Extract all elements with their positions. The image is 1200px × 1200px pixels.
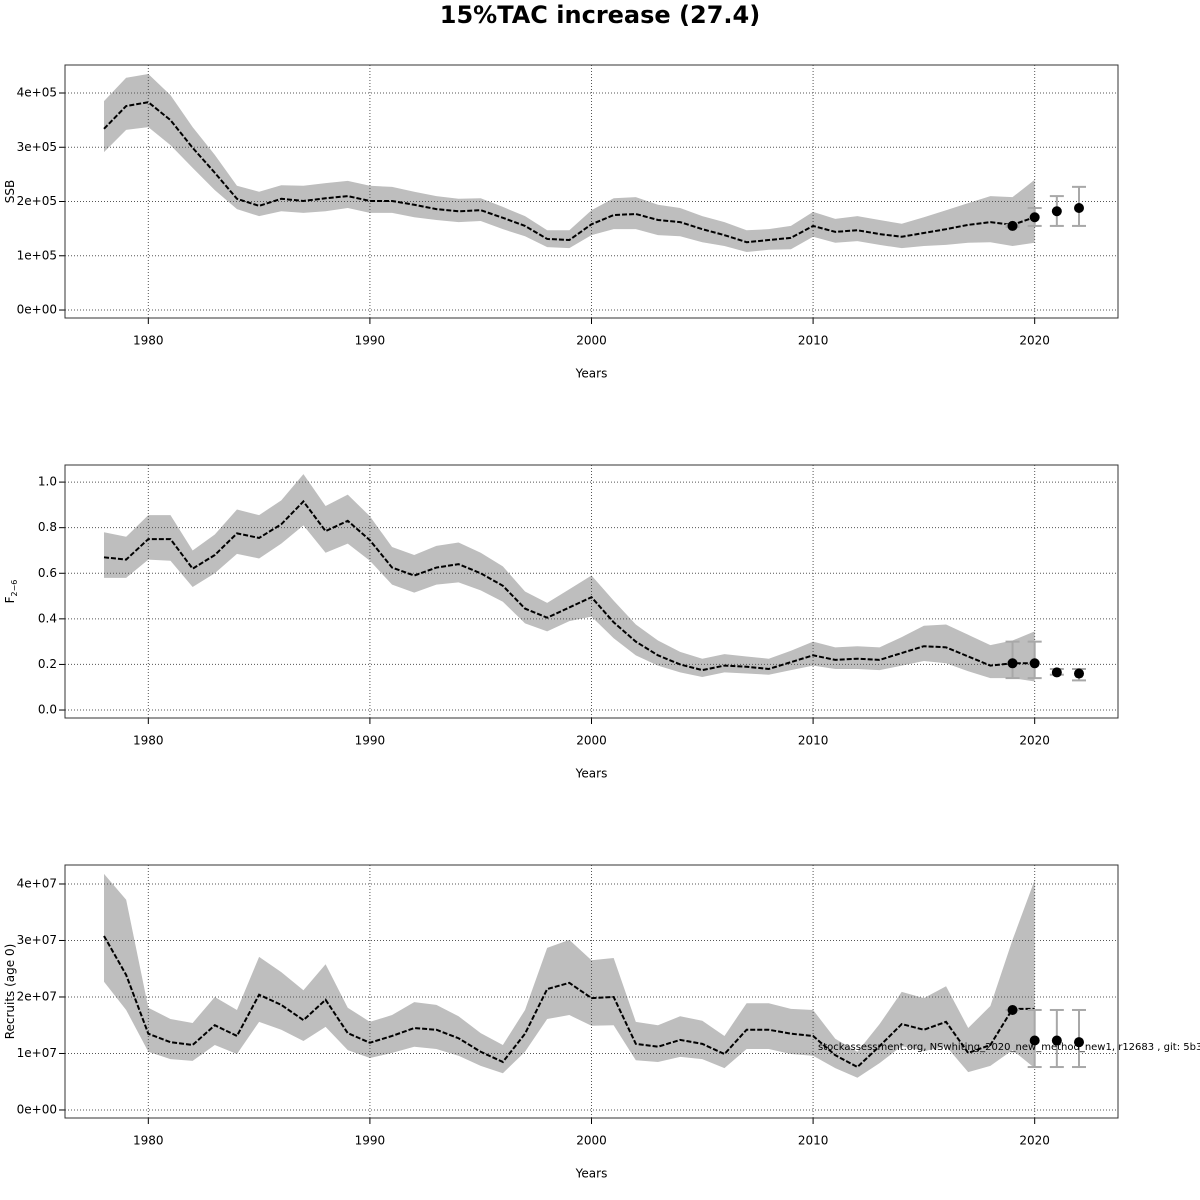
- x-tick-label: 1990: [355, 734, 386, 748]
- y-axis-label-subscript: 2−6: [10, 580, 19, 597]
- y-tick-label: 0.4: [38, 611, 57, 625]
- y-tick-label: 2e+07: [17, 989, 57, 1003]
- y-tick-label: 0e+00: [17, 303, 57, 317]
- forecast-point: [1051, 667, 1062, 678]
- chart-title: 15%TAC increase (27.4): [440, 1, 760, 29]
- y-axis-label: Recruits (age 0): [3, 944, 17, 1040]
- x-tick-label: 1990: [355, 1134, 386, 1148]
- y-axis-label-main: F: [3, 596, 17, 603]
- forecast-point: [1029, 212, 1040, 223]
- x-tick-label: 2000: [576, 1134, 607, 1148]
- forecast-point: [1029, 658, 1040, 669]
- forecast-point: [1074, 203, 1084, 214]
- forecast-point: [1051, 1035, 1062, 1046]
- x-tick-label: 2020: [1019, 734, 1050, 748]
- confidence-band: [104, 873, 1035, 1078]
- forecast-point: [1074, 668, 1084, 679]
- x-tick-label: 2010: [798, 1134, 829, 1148]
- x-tick-label: 1990: [355, 334, 386, 348]
- x-tick-label: 1980: [133, 734, 164, 748]
- x-axis-label: Years: [575, 1167, 608, 1181]
- y-tick-label: 0.8: [38, 520, 57, 534]
- plot-frame: [64, 864, 1119, 1119]
- x-tick-label: 2000: [576, 334, 607, 348]
- x-axis-label: Years: [575, 767, 608, 781]
- x-tick-label: 2000: [576, 734, 607, 748]
- x-tick-label: 1980: [133, 334, 164, 348]
- estimate-line: [103, 935, 1035, 1069]
- y-tick-label: 3e+05: [17, 140, 57, 154]
- plot-frame: [64, 464, 1119, 719]
- y-tick-label: 1e+07: [17, 1046, 57, 1060]
- forecast-point: [1007, 1004, 1018, 1015]
- confidence-band: [104, 74, 1035, 252]
- y-axis-label: SSB: [3, 180, 17, 203]
- x-tick-label: 2010: [798, 734, 829, 748]
- y-tick-label: 0e+00: [17, 1102, 57, 1116]
- plot-frame: [64, 64, 1119, 319]
- x-axis-label: Years: [575, 367, 608, 381]
- x-tick-label: 2020: [1019, 334, 1050, 348]
- y-tick-label: 0.0: [38, 703, 57, 717]
- y-tick-label: 1.0: [38, 475, 57, 489]
- panel: 1980 1990 2000 2010 2020 0.0 0.2 0.4 0.6 0.8 1.0 Ye…: [3, 464, 1119, 781]
- confidence-band: [104, 474, 1035, 682]
- forecast-point: [1074, 1037, 1084, 1048]
- x-tick-label: 2010: [798, 334, 829, 348]
- y-tick-label: 0.6: [38, 566, 57, 580]
- y-tick-label: 4e+05: [17, 85, 57, 99]
- forecast-point: [1051, 206, 1062, 217]
- forecast-point: [1029, 1035, 1040, 1046]
- y-tick-label: 1e+05: [17, 248, 57, 262]
- y-tick-label: 4e+07: [17, 876, 57, 890]
- annotation: stockassessment.org, NSwhiting_2020_new_…: [818, 1042, 1200, 1053]
- panel: 1980 1990 2000 2010 2020 0e+00 1e+07 2e+07 3e+07…: [3, 864, 1200, 1181]
- y-tick-label: 2e+05: [17, 194, 57, 208]
- y-axis-label: F2−6: [3, 580, 19, 604]
- forecast-point: [1007, 220, 1018, 231]
- y-tick-label: 0.2: [38, 657, 57, 671]
- y-axis-label-main: Recruits (age 0): [3, 944, 17, 1040]
- x-tick-label: 1980: [133, 1134, 164, 1148]
- y-tick-label: 3e+07: [17, 933, 57, 947]
- estimate-line: [103, 101, 1036, 244]
- panel: 1980 1990 2000 2010 2020 0e+00 1e+05 2e+05 3e+05…: [3, 64, 1119, 381]
- estimate-line: [103, 499, 1035, 672]
- forecast-point: [1007, 658, 1018, 669]
- y-axis-label-main: SSB: [3, 180, 17, 203]
- x-tick-label: 2020: [1019, 1134, 1050, 1148]
